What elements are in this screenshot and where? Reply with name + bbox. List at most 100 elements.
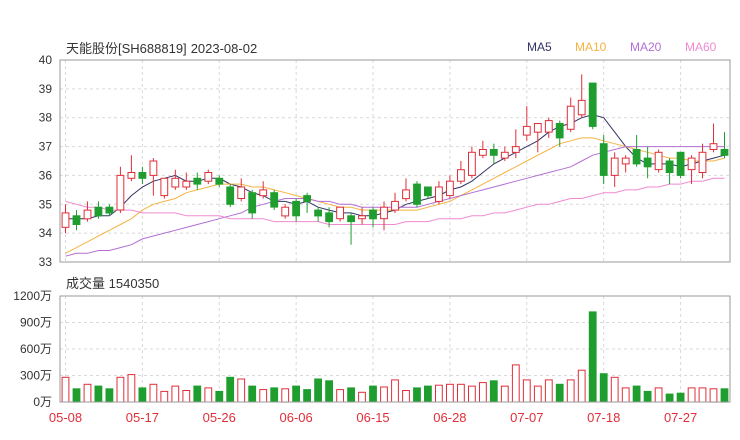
candle xyxy=(610,152,619,187)
candle xyxy=(435,181,443,205)
candle-body xyxy=(369,209,377,220)
volume-bar xyxy=(533,385,542,403)
candle-body xyxy=(687,157,696,171)
candle xyxy=(138,166,147,185)
candle xyxy=(171,169,180,190)
volume-bar xyxy=(424,385,432,403)
price-tick-label: 37 xyxy=(39,140,53,154)
candle-body xyxy=(511,146,520,153)
candle xyxy=(424,186,432,199)
candle xyxy=(182,172,191,190)
volume-bar xyxy=(215,390,224,403)
candle-body xyxy=(676,151,685,176)
candle xyxy=(413,181,421,208)
candle-body xyxy=(533,123,542,133)
candle xyxy=(303,192,312,213)
candle-body xyxy=(665,160,674,173)
volume-bar xyxy=(171,385,180,403)
candle xyxy=(643,146,652,179)
date-axis: 05-08 05-17 05-26 06-06 06-15 06-28 07-07 07-18… xyxy=(49,410,697,425)
candle-body xyxy=(171,177,180,188)
candle-body xyxy=(468,151,476,176)
candle xyxy=(588,82,597,130)
volume-bar xyxy=(336,389,345,403)
candle-body xyxy=(358,215,366,220)
date-tick-label: 05-08 xyxy=(49,410,82,425)
candle xyxy=(94,201,103,219)
date-tick-label: 07-18 xyxy=(587,410,620,425)
candle-body xyxy=(204,172,213,182)
candle-body xyxy=(160,177,169,197)
candle xyxy=(61,204,70,234)
volume-bar xyxy=(182,390,191,403)
candle xyxy=(237,178,246,202)
volume-bar xyxy=(577,369,586,403)
candle xyxy=(83,201,92,222)
candle-body xyxy=(402,189,410,200)
candle-body xyxy=(720,149,729,156)
date-tick-label: 06-28 xyxy=(433,410,466,425)
candle xyxy=(380,201,388,231)
candle-body xyxy=(237,186,246,199)
volume-bar xyxy=(303,389,312,403)
volume-bar xyxy=(402,390,410,403)
volume-bar xyxy=(138,387,147,403)
volume-tick-label: 900万 xyxy=(20,316,52,330)
candle-body xyxy=(380,206,388,220)
volume-bar xyxy=(358,391,366,403)
candle-body xyxy=(709,143,718,150)
candle xyxy=(226,184,235,208)
volume-bar xyxy=(314,378,323,403)
volume-tick-label: 1200万 xyxy=(13,289,52,303)
candle xyxy=(259,181,268,199)
price-tick-label: 40 xyxy=(39,53,53,67)
price-tick-label: 39 xyxy=(39,82,53,96)
candle xyxy=(193,172,202,190)
candle xyxy=(468,146,476,179)
candle-body xyxy=(292,200,301,217)
volume-bar xyxy=(500,385,509,403)
volume-bars xyxy=(61,311,729,403)
candle-body xyxy=(621,157,630,165)
candle-body xyxy=(555,123,564,139)
volume-y-axis: 0万 300万 600万 900万 1200万 xyxy=(13,289,52,409)
candle-body xyxy=(643,157,652,168)
volume-bar xyxy=(292,385,301,403)
volume-bar xyxy=(94,385,103,403)
candle xyxy=(577,74,586,118)
candle xyxy=(336,206,345,222)
date-tick-label: 05-26 xyxy=(203,410,236,425)
legend: MA5 MA10 MA20 MA60 xyxy=(527,40,717,54)
candle-body xyxy=(138,172,147,179)
candle xyxy=(281,204,290,219)
candle-body xyxy=(72,215,81,226)
candle xyxy=(215,175,224,187)
candle xyxy=(149,158,158,196)
volume-bar xyxy=(566,379,575,403)
candle-body xyxy=(500,151,509,159)
date-tick-label: 05-17 xyxy=(126,410,159,425)
volume-bar xyxy=(259,389,268,403)
volume-bar xyxy=(160,390,169,403)
candle xyxy=(127,155,136,182)
volume-bar xyxy=(665,393,674,403)
volume-bar xyxy=(435,384,443,403)
volume-bar xyxy=(676,392,685,403)
volume-bar xyxy=(391,379,399,403)
candle xyxy=(698,143,707,179)
candle-body xyxy=(457,169,465,182)
candle-body xyxy=(347,215,356,223)
price-tick-label: 38 xyxy=(39,111,53,125)
volume-bar xyxy=(83,383,92,403)
volume-bar xyxy=(237,378,246,403)
volume-bar xyxy=(149,383,158,403)
volume-bar xyxy=(698,387,707,403)
candle xyxy=(292,198,301,222)
price-tick-label: 35 xyxy=(39,197,53,211)
candle-body xyxy=(599,143,608,176)
candle-body xyxy=(259,189,268,197)
volume-bar xyxy=(489,380,498,403)
volume-bar xyxy=(544,379,553,403)
candle-body xyxy=(544,120,553,133)
